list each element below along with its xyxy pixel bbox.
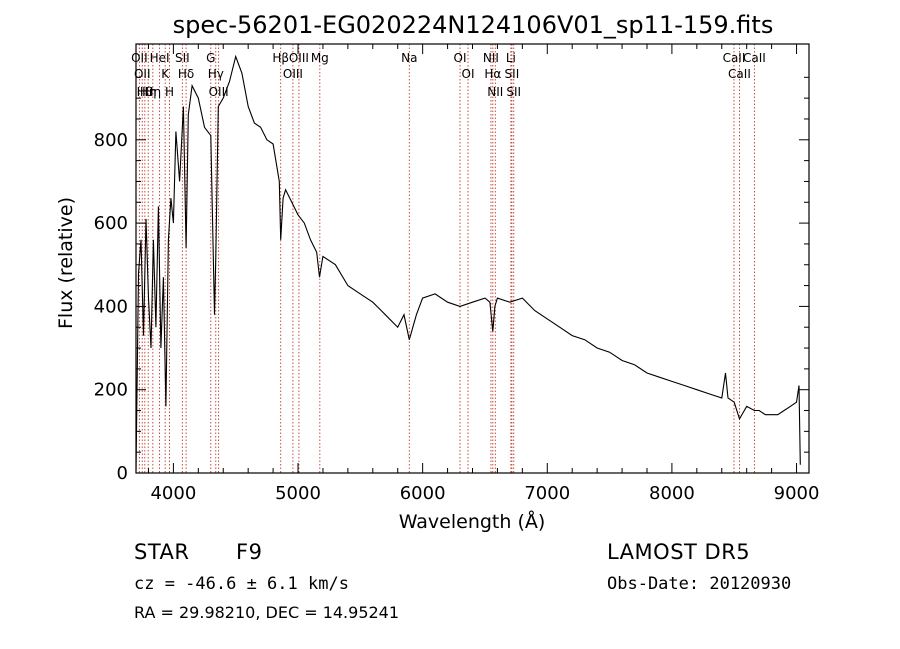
x-tick-label: 9000 — [774, 483, 820, 504]
line-label: SII — [175, 51, 190, 65]
x-tick-label: 4000 — [150, 483, 196, 504]
object-subclass: F9 — [236, 540, 263, 564]
y-tick-label: 400 — [94, 296, 128, 317]
line-label: G — [206, 51, 215, 65]
x-tick-label: 7000 — [524, 483, 570, 504]
line-label: H — [165, 85, 174, 99]
line-label: CaII — [728, 67, 751, 81]
line-label: SII — [505, 67, 520, 81]
line-label: CaII — [723, 51, 746, 65]
line-label: NII — [487, 85, 503, 99]
y-tick-label: 800 — [94, 130, 128, 151]
y-tick-label: 600 — [94, 213, 128, 234]
object-class: STAR — [134, 540, 190, 564]
x-tick-label: 5000 — [275, 483, 321, 504]
x-axis-label: Wavelength (Å) — [399, 510, 546, 533]
line-label: Li — [506, 51, 516, 65]
line-label: Mg — [311, 51, 329, 65]
line-label: K — [161, 67, 170, 81]
line-label: HeI — [150, 51, 170, 65]
line-label: OI — [454, 51, 467, 65]
line-label: SII — [506, 85, 521, 99]
x-tick-label: 8000 — [649, 483, 695, 504]
line-label: Hθ — [137, 85, 153, 99]
chart-title: spec-56201-EG020224N124106V01_sp11-159.f… — [173, 11, 774, 39]
spectrum-series-line — [135, 54, 801, 471]
y-axis-ticks: 0 200 400 600 800 — [94, 76, 809, 484]
y-tick-label: 200 — [94, 380, 128, 401]
line-label: OIII — [289, 51, 309, 65]
line-label: Na — [401, 51, 417, 65]
line-label: Hη — [145, 85, 162, 99]
line-label: CaII — [743, 51, 766, 65]
x-axis-ticks: 4000 5000 6000 7000 8000 9000 — [147, 44, 820, 504]
plot-frame — [135, 43, 810, 474]
observation-date: Obs-Date: 20120930 — [607, 574, 792, 594]
emission-line-markers — [138, 44, 755, 473]
line-label: Hη — [140, 85, 157, 99]
line-label: Hβ — [272, 51, 289, 65]
line-label: Hα — [484, 67, 501, 81]
sky-coordinates: RA = 29.98210, DEC = 14.95241 — [134, 603, 400, 622]
y-tick-label: 0 — [117, 463, 128, 484]
redshift-velocity: cz = -46.6 ± 6.1 km/s — [134, 574, 349, 594]
line-label: OIII — [283, 67, 303, 81]
line-label: Hδ — [178, 67, 194, 81]
x-tick-label: 6000 — [400, 483, 446, 504]
line-label: OII — [131, 51, 148, 65]
line-label: OI — [462, 67, 475, 81]
y-axis-label: Flux (relative) — [55, 197, 77, 329]
line-label: NII — [483, 51, 499, 65]
line-label: Hγ — [208, 67, 224, 81]
survey-name: LAMOST DR5 — [607, 540, 751, 564]
